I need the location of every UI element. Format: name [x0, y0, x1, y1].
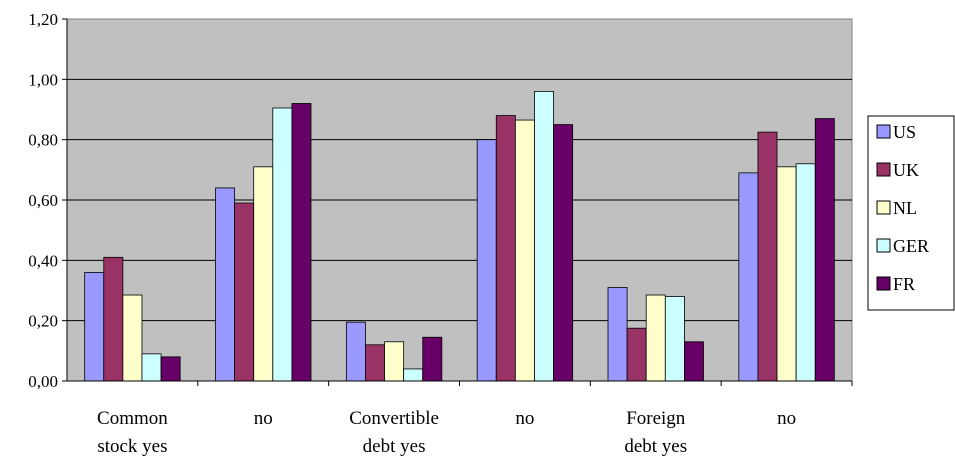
- bar-uk-4: [626, 327, 647, 382]
- legend-swatch-nl: [876, 200, 891, 215]
- bar-uk-0: [103, 256, 124, 382]
- legend-label-uk: UK: [893, 160, 919, 180]
- bar-ger-3: [534, 91, 554, 382]
- bar-us-0: [84, 271, 105, 382]
- bar-fr-1: [291, 103, 312, 382]
- bar-uk-5: [757, 131, 778, 382]
- x-tick-label: no: [777, 408, 796, 429]
- x-tick-label: stock yes: [97, 436, 167, 457]
- legend-swatch-us: [876, 124, 891, 139]
- y-tick-label: 1,00: [28, 70, 58, 89]
- x-tick-label: no: [254, 408, 273, 429]
- legend-swatch-fr: [876, 276, 891, 291]
- bar-fr-5: [814, 118, 835, 382]
- bar-nl-5: [776, 166, 797, 382]
- y-tick-label: 0,20: [28, 312, 58, 331]
- bar-fr-3: [553, 124, 574, 382]
- bar-us-2: [345, 321, 366, 382]
- y-tick-label: 0,80: [28, 131, 58, 150]
- y-tick-label: 0,40: [28, 251, 58, 270]
- bars: [84, 91, 835, 382]
- axes: 0,00 0,20 0,40 0,60 0,80 1,00 1,20 Common stock …: [28, 10, 853, 457]
- bar-nl-1: [253, 166, 274, 382]
- gridlines: [67, 78, 852, 322]
- bar-fr-2: [422, 336, 443, 382]
- bar-ger-0: [141, 353, 162, 382]
- x-tick-label: debt yes: [624, 436, 687, 457]
- y-tick-label: 0,60: [28, 191, 58, 210]
- x-tick-label: Convertible: [349, 408, 439, 429]
- bar-ger-2: [403, 368, 424, 382]
- bar-fr-0: [160, 356, 181, 382]
- legend-label-ger: GER: [893, 236, 929, 256]
- legend-swatch-uk: [876, 162, 891, 177]
- bar-nl-2: [384, 341, 405, 382]
- bar-ger-1: [272, 107, 293, 382]
- bar-uk-2: [365, 344, 385, 382]
- bar-us-3: [476, 139, 497, 382]
- x-tick-label: no: [515, 408, 534, 429]
- bar-us-4: [607, 287, 628, 382]
- bar-nl-0: [122, 294, 143, 382]
- bar-uk-1: [234, 202, 255, 382]
- bar-us-5: [738, 172, 759, 382]
- x-tick-label: Foreign: [626, 408, 686, 429]
- bar-ger-5: [795, 163, 816, 382]
- legend-label-nl: NL: [893, 198, 917, 218]
- legend-label-fr: FR: [893, 274, 915, 294]
- y-tick-label: 0,00: [28, 372, 58, 391]
- legend: US UK NL GER FR: [867, 115, 955, 311]
- bar-nl-3: [514, 119, 535, 382]
- bar-uk-3: [495, 115, 516, 382]
- x-tick-label: Common: [97, 408, 168, 429]
- bar-fr-4: [684, 341, 704, 382]
- bar-nl-4: [645, 294, 666, 382]
- legend-swatch-ger: [876, 238, 891, 253]
- y-tick-label: 1,20: [28, 10, 58, 29]
- x-tick-label: debt yes: [363, 436, 426, 457]
- bar-us-1: [215, 187, 235, 382]
- legend-label-us: US: [893, 122, 916, 142]
- bar-ger-4: [664, 296, 685, 382]
